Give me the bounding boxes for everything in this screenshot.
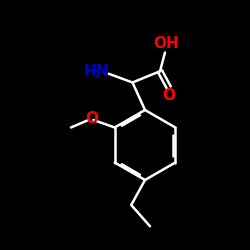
Text: H: H <box>84 64 96 79</box>
Text: 2: 2 <box>93 70 100 80</box>
Text: O: O <box>162 88 175 102</box>
Text: OH: OH <box>154 36 179 51</box>
Text: N: N <box>96 64 109 79</box>
Text: O: O <box>86 111 99 126</box>
